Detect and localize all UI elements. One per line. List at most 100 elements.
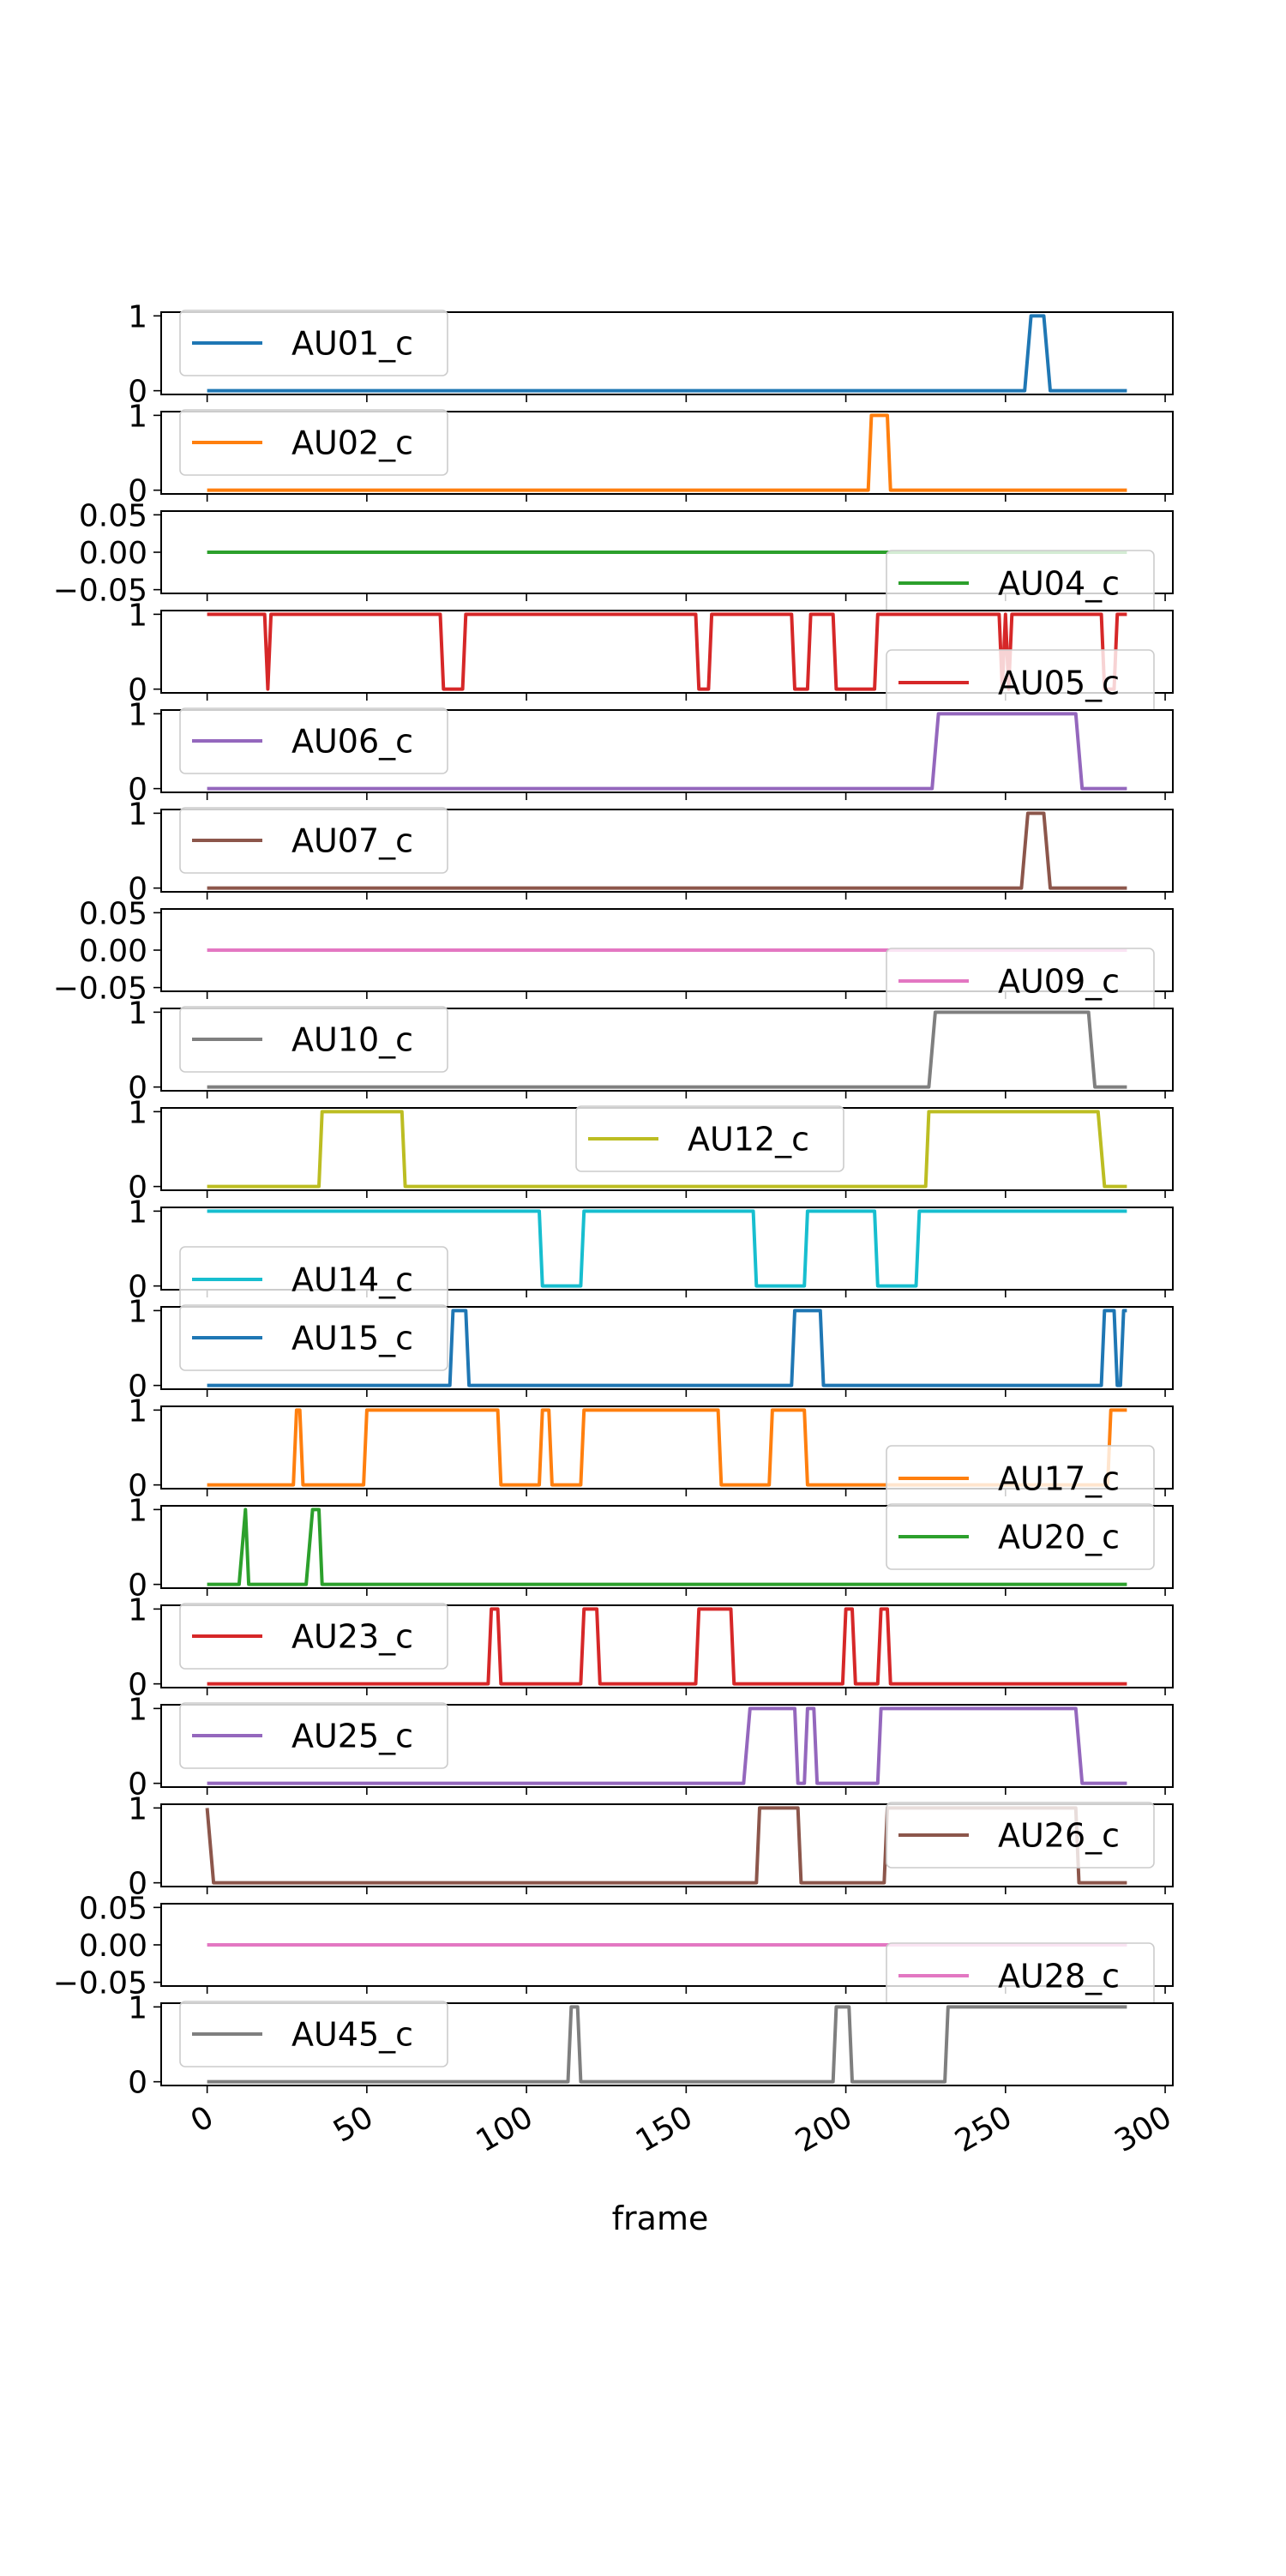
series-line-au12-c bbox=[207, 1110, 1127, 1189]
y-tick-label: 0.00 bbox=[79, 536, 147, 571]
y-tick-label: 1 bbox=[128, 1095, 147, 1130]
y-tick-label: 0 bbox=[128, 1867, 147, 1902]
y-tick-label: 1 bbox=[128, 1393, 147, 1429]
legend-box bbox=[179, 807, 448, 874]
legend-label: AU02_c bbox=[291, 424, 413, 462]
y-tick-label: 0.00 bbox=[79, 934, 147, 969]
legend-box bbox=[179, 1006, 448, 1073]
legend-label: AU28_c bbox=[998, 1958, 1120, 1995]
legend-label: AU25_c bbox=[291, 1718, 413, 1755]
series-line-au45-c bbox=[207, 2005, 1127, 2084]
y-tick-label: 1 bbox=[128, 1294, 147, 1329]
x-tick-label: 150 bbox=[630, 2099, 699, 2159]
y-tick-label: 0 bbox=[128, 1369, 147, 1405]
subplot-au06-c: 0 1 AU06_c bbox=[128, 697, 1174, 808]
legend: AU14_c bbox=[179, 1246, 448, 1313]
y-tick-label: 1 bbox=[128, 1195, 147, 1230]
legend-box bbox=[179, 1603, 448, 1670]
legend-label: AU23_c bbox=[291, 1618, 413, 1656]
legend: AU12_c bbox=[575, 1105, 844, 1172]
x-tick-label: 0 bbox=[185, 2099, 219, 2140]
y-tick-label: 0 bbox=[128, 375, 147, 410]
series-line-au23-c bbox=[207, 1607, 1127, 1686]
subplot-au05-c: 0 1 AU05_c bbox=[128, 598, 1174, 716]
legend: AU17_c bbox=[886, 1445, 1155, 1512]
y-tick-label: 1 bbox=[128, 1990, 147, 2025]
legend-box bbox=[179, 409, 448, 476]
subplot-au12-c: 0 1 AU12_c bbox=[128, 1095, 1174, 1206]
legend-label: AU15_c bbox=[291, 1320, 413, 1357]
legend: AU09_c bbox=[886, 948, 1155, 1014]
series-line-au10-c bbox=[207, 1010, 1127, 1089]
subplot-au02-c: 0 1 AU02_c bbox=[128, 399, 1174, 509]
y-tick-label: 0 bbox=[128, 1270, 147, 1305]
x-tick-label: 250 bbox=[949, 2099, 1018, 2159]
series-line-au20-c bbox=[207, 1508, 1127, 1586]
y-tick-label: 1 bbox=[128, 797, 147, 832]
y-tick-label: 1 bbox=[128, 299, 147, 334]
y-tick-label: 0 bbox=[128, 1668, 147, 1703]
legend-label: AU10_c bbox=[291, 1021, 413, 1059]
x-tick-label: 300 bbox=[1109, 2099, 1178, 2159]
x-axis-title: frame bbox=[612, 2200, 709, 2237]
legend-box bbox=[179, 310, 448, 376]
legend: AU23_c bbox=[179, 1603, 448, 1670]
subplot-au14-c: 0 1 AU14_c bbox=[128, 1195, 1174, 1313]
y-tick-label: 0 bbox=[128, 1071, 147, 1106]
y-tick-label: 0 bbox=[128, 1568, 147, 1604]
legend-label: AU45_c bbox=[291, 2016, 413, 2054]
y-tick-label: 1 bbox=[128, 1692, 147, 1727]
series-line-au15-c bbox=[207, 1309, 1127, 1387]
y-tick-label: 0 bbox=[128, 2066, 147, 2101]
legend-label: AU20_c bbox=[998, 1519, 1120, 1556]
legend: AU26_c bbox=[886, 1802, 1155, 1869]
series-line-au17-c bbox=[207, 1408, 1127, 1487]
subplot-au04-c: 0.050.00−0.05 AU04_c bbox=[53, 498, 1174, 617]
subplot-au26-c: 0 1 AU26_c bbox=[128, 1791, 1174, 1902]
legend-box bbox=[179, 1304, 448, 1371]
x-tick-label: 100 bbox=[471, 2099, 539, 2159]
series-line-au14-c bbox=[207, 1209, 1127, 1288]
subplot-au15-c: 0 1 AU15_c bbox=[128, 1294, 1174, 1405]
x-axis-labels: 0 50 100 150 200 250 300 frame bbox=[185, 2099, 1178, 2237]
legend-box bbox=[179, 2001, 448, 2067]
legend-label: AU09_c bbox=[998, 963, 1120, 1001]
legend: AU20_c bbox=[886, 1503, 1155, 1570]
subplot-au01-c: 0 1 AU01_c bbox=[128, 299, 1174, 410]
legend: AU05_c bbox=[886, 649, 1155, 716]
legend: AU28_c bbox=[886, 1942, 1155, 2009]
series-line-au05-c bbox=[207, 612, 1127, 691]
legend: AU10_c bbox=[179, 1006, 448, 1073]
legend: AU45_c bbox=[179, 2001, 448, 2067]
x-tick-label: 200 bbox=[790, 2099, 858, 2159]
legend: AU02_c bbox=[179, 409, 448, 476]
legend-label: AU01_c bbox=[291, 325, 413, 363]
subplot-au45-c: 0 1 AU45_c bbox=[128, 1990, 1174, 2101]
y-tick-label: 0 bbox=[128, 773, 147, 808]
y-tick-label: 0 bbox=[128, 1767, 147, 1803]
legend: AU01_c bbox=[179, 310, 448, 376]
subplot-au23-c: 0 1 AU23_c bbox=[128, 1592, 1174, 1703]
legend-box bbox=[179, 707, 448, 774]
series-line-au02-c bbox=[207, 413, 1127, 492]
legend-label: AU12_c bbox=[688, 1121, 809, 1159]
y-tick-label: 1 bbox=[128, 1592, 147, 1628]
y-tick-label: −0.05 bbox=[53, 972, 147, 1007]
subplot-au20-c: 0 1 AU20_c bbox=[128, 1493, 1174, 1604]
legend: AU04_c bbox=[886, 550, 1155, 617]
series-line-au06-c bbox=[207, 712, 1127, 791]
x-tick-label: 50 bbox=[328, 2099, 379, 2149]
legend-box bbox=[179, 1702, 448, 1769]
legend: AU25_c bbox=[179, 1702, 448, 1769]
y-tick-label: 0 bbox=[128, 673, 147, 708]
legend: AU15_c bbox=[179, 1304, 448, 1371]
subplot-au17-c: 0 1 AU17_c bbox=[128, 1393, 1174, 1512]
y-tick-label: 0 bbox=[128, 872, 147, 907]
subplot-au28-c: 0.050.00−0.05 AU28_c bbox=[53, 1891, 1174, 2009]
y-tick-label: 1 bbox=[128, 598, 147, 633]
legend-box bbox=[886, 1503, 1155, 1570]
y-tick-label: 0 bbox=[128, 474, 147, 509]
legend-label: AU07_c bbox=[291, 822, 413, 860]
